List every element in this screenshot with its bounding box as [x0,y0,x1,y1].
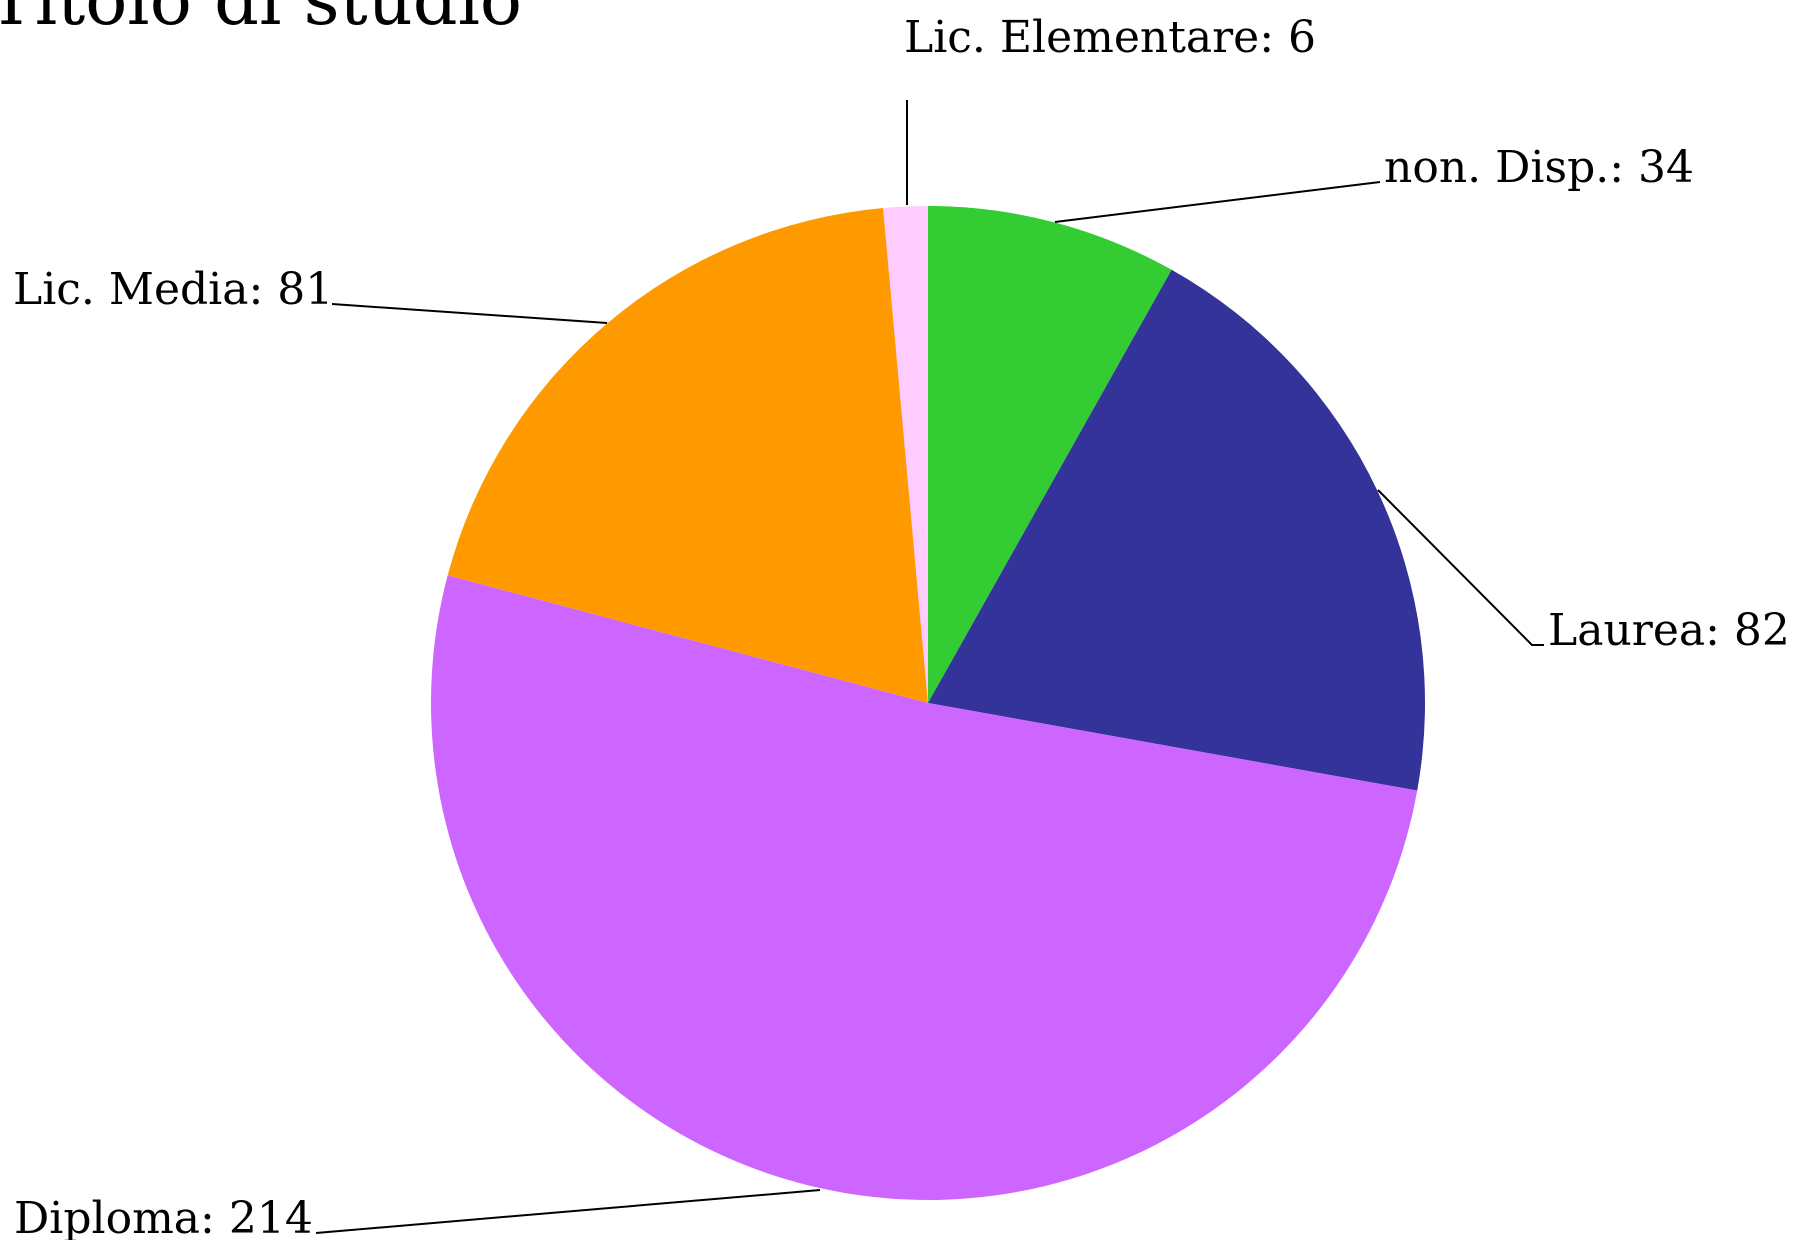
slice-label-diploma: Diploma: 214 [14,1193,313,1240]
pie-slice-lic-elementare [883,206,928,703]
pie-slice-non-disp [928,206,1172,703]
pie-slices [430,206,1425,1201]
slice-label-non-disp: non. Disp.: 34 [1384,142,1694,193]
pie-slice-lic-media [447,208,928,703]
pie-slice-laurea [928,269,1425,791]
slice-label-lic-media: Lic. Media: 81 [13,264,333,315]
slice-labels: non. Disp.: 34 Laurea: 82 Diploma: 214 Lic.… [13,12,1790,1240]
leader-line-lic-media [331,303,608,324]
slice-label-lic-elementare: Lic. Elementare: 6 [904,12,1316,63]
slice-label-laurea: Laurea: 82 [1548,605,1790,656]
leader-lines [315,100,1544,1234]
leader-line-diploma [315,1189,821,1234]
leader-line-non-disp [1054,181,1381,223]
chart-title: Titolo di studio [0,0,522,41]
pie-slice-diploma [430,575,1418,1201]
leader-line-laurea [1377,489,1544,646]
